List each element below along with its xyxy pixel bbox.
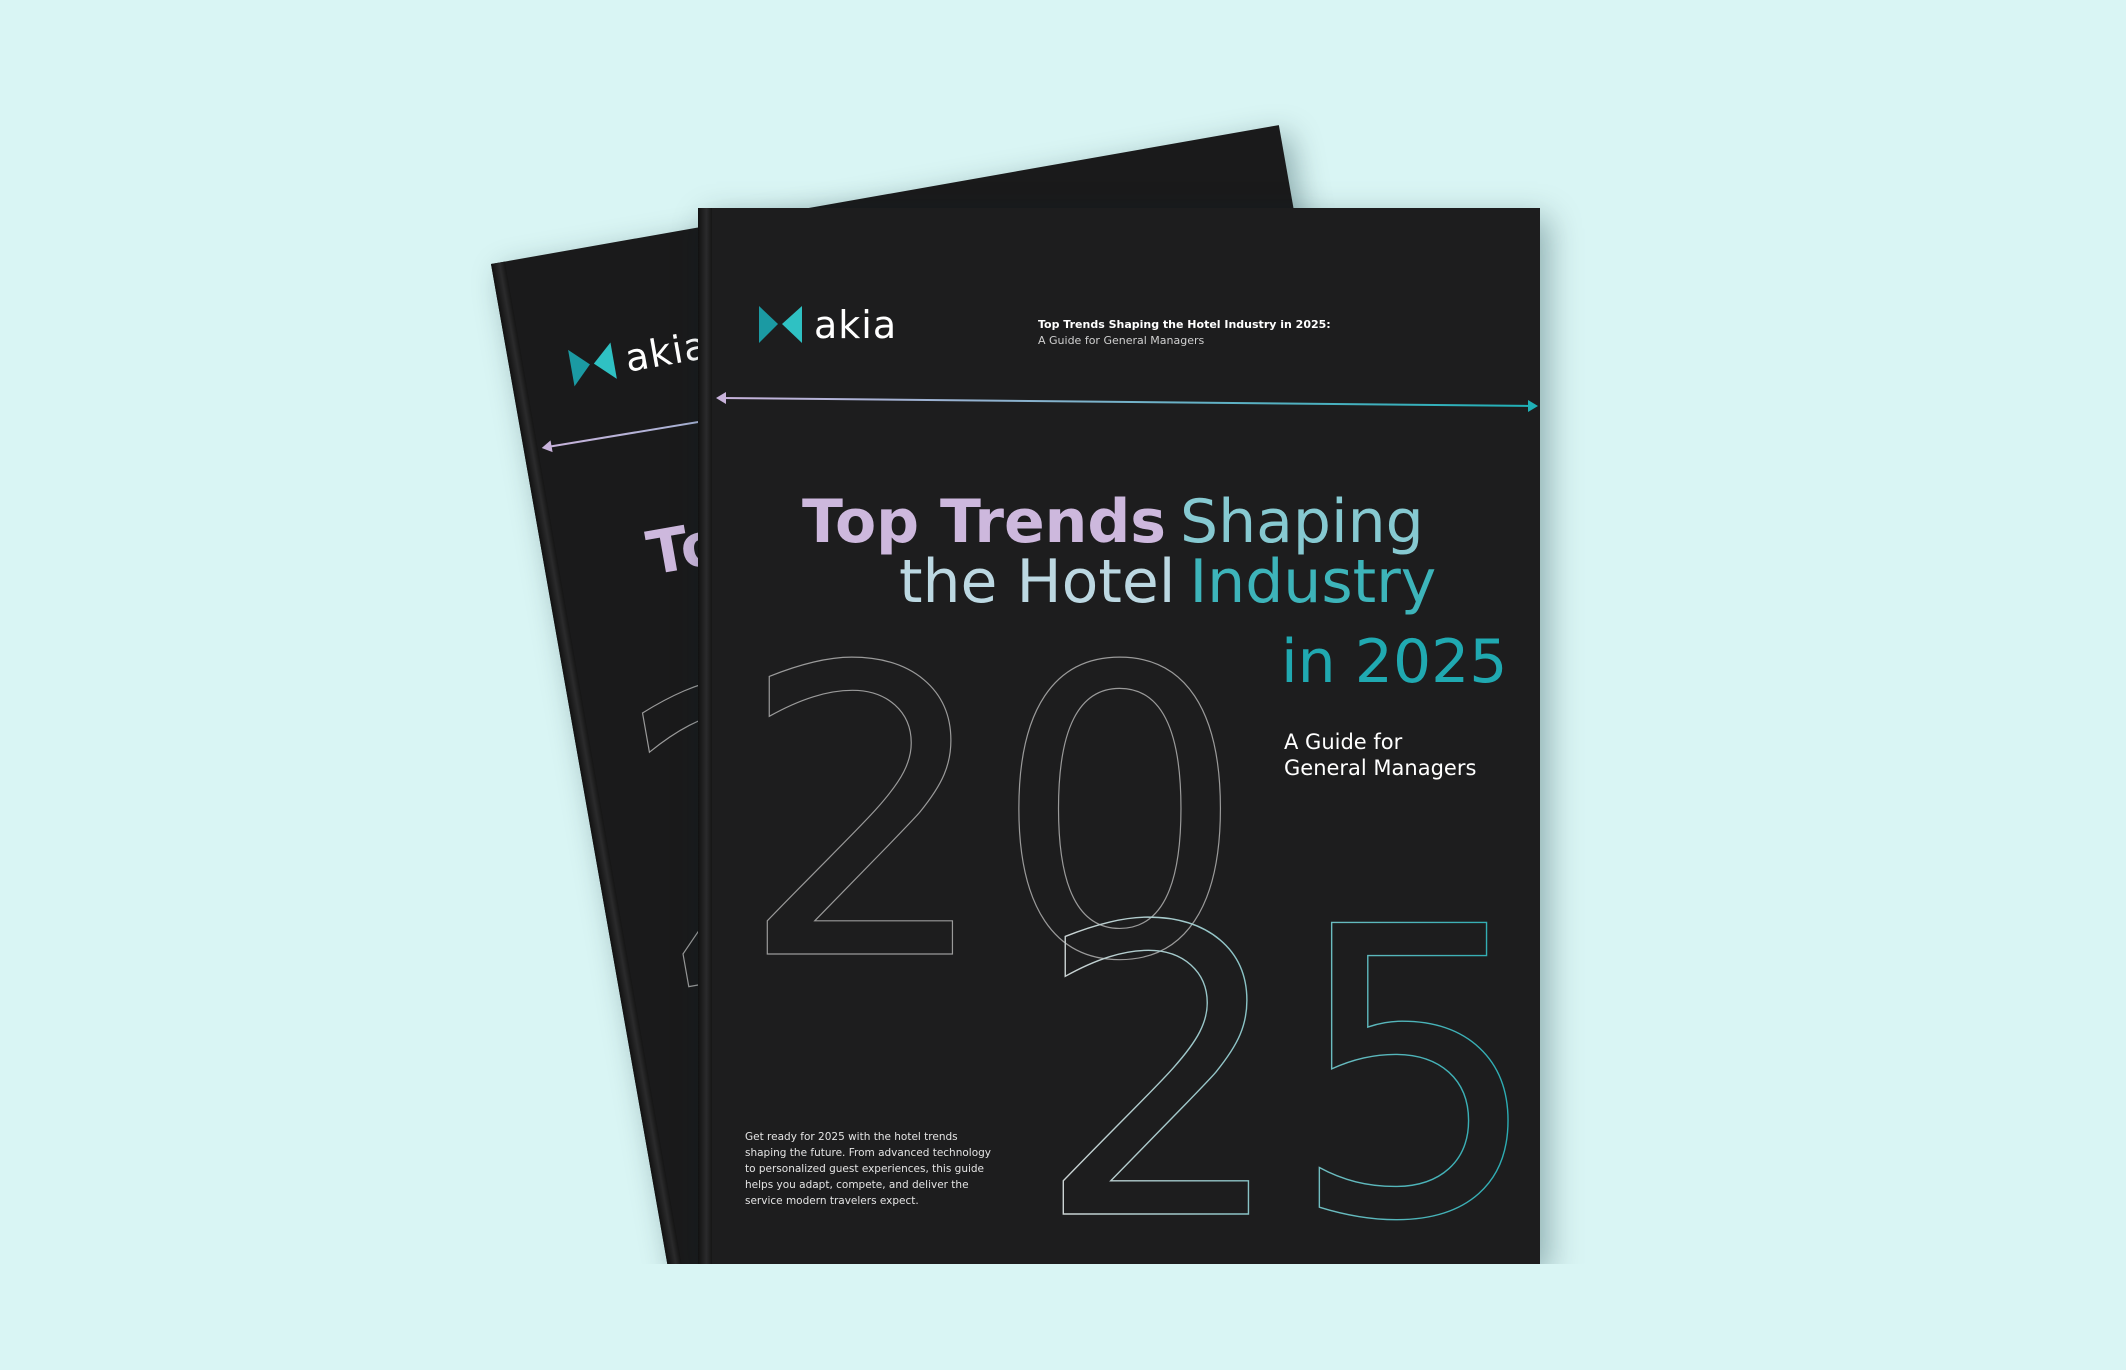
blurb-line: shaping the future. From advanced techno… [745,1147,991,1159]
blurb-line: helps you adapt, compete, and deliver th… [745,1179,969,1191]
rule-tip [1528,400,1538,412]
title-part: in 2025 [1281,627,1507,697]
rule-tip [541,440,553,453]
rule-tip [716,392,726,404]
scene: akia Top Trends Shaping the Hotel Industr… [491,125,1540,1264]
blurb-line: to personalized guest experiences, this … [745,1163,984,1175]
logo-right [593,342,617,379]
rule [720,397,1533,407]
guide-line: General Managers [1284,756,1476,780]
title-part: Industry [1189,547,1436,617]
title-part: the Hotel [899,547,1175,617]
big-year: 25 [1034,844,1540,1264]
header-title: Top Trends Shaping the Hotel Industry in… [1038,318,1331,331]
logo-left [568,349,590,387]
title-part: Shaping [1180,487,1424,557]
guide-line: A Guide for [1284,730,1403,754]
title-part: Top Trends [802,487,1166,557]
logo-right [782,306,802,343]
front-book: akia Top Trends Shaping the Hotel Industr… [698,208,1540,1264]
blurb-line: service modern travelers expect. [745,1195,919,1207]
front-cover: akia Top Trends Shaping the Hotel Industr… [716,303,1540,1264]
blurb-line: Get ready for 2025 with the hotel trends [745,1131,958,1143]
brand: akia [814,303,897,347]
logo-left [759,306,778,343]
header-subtitle: A Guide for General Managers [1038,334,1205,347]
spine [698,208,712,1264]
big-year: 20 [738,584,1247,1049]
